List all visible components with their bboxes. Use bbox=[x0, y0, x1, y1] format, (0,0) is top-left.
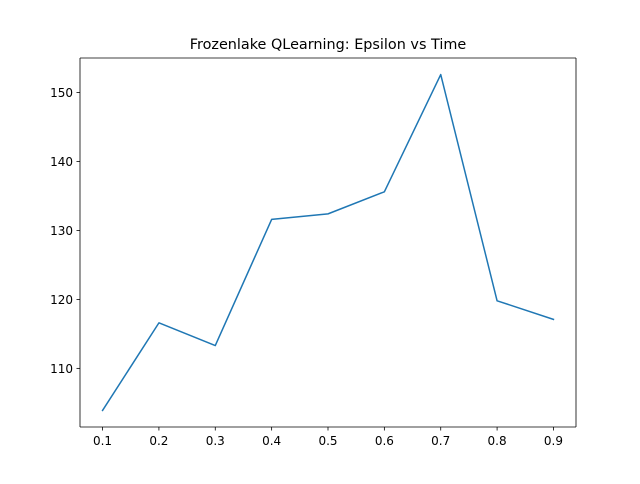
x-tick-label: 0.2 bbox=[149, 434, 168, 448]
x-tick-label: 0.9 bbox=[544, 434, 563, 448]
y-tick-label: 120 bbox=[50, 293, 73, 307]
chart-title: Frozenlake QLearning: Epsilon vs Time bbox=[190, 37, 467, 53]
x-tick-label: 0.1 bbox=[93, 434, 112, 448]
x-tick-label: 0.3 bbox=[206, 434, 225, 448]
series-line-1 bbox=[101, 73, 555, 412]
plot-area: 0.1 0.2 0.3 0.4 0.5 0.6 0.7 0.8 0.9 110 120 130 140 1… bbox=[50, 57, 577, 448]
y-tick-label: 130 bbox=[50, 224, 73, 238]
x-tick-label: 0.5 bbox=[318, 434, 337, 448]
y-tick-label: 110 bbox=[50, 362, 73, 376]
y-tick-label: 140 bbox=[50, 155, 73, 169]
y-tick-label: 150 bbox=[50, 86, 73, 100]
x-tick-label: 0.7 bbox=[431, 434, 450, 448]
x-tick-label: 0.4 bbox=[262, 434, 281, 448]
x-tick-label: 0.8 bbox=[488, 434, 507, 448]
x-tick-label: 0.6 bbox=[375, 434, 394, 448]
